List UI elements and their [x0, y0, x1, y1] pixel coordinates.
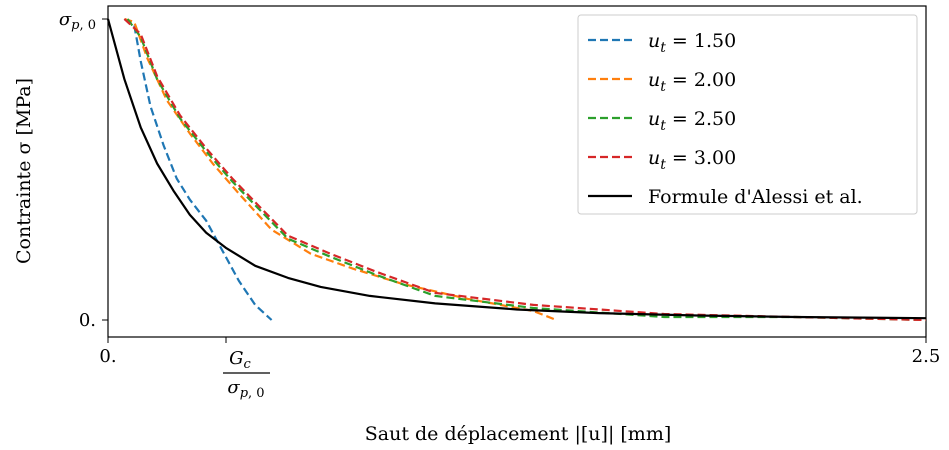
x-tick-label-0: 0.: [99, 346, 116, 367]
gc-denominator: σp, 0: [227, 377, 264, 401]
x-axis-ticks: [107, 337, 927, 343]
y-axis-ticks: [102, 18, 108, 321]
plot-area-frame: [107, 5, 927, 338]
legend-label-3: ut = 3.00: [648, 147, 736, 173]
legend: ut = 1.50 ut = 2.00 ut = 2.50 ut = 3.00 Form…: [577, 14, 918, 215]
y-tick-label-0: 0.: [79, 310, 96, 331]
x-tick-label-max: 2.5: [912, 346, 941, 367]
series-line-4: [106, 18, 927, 320]
gc-numerator: Gc: [229, 348, 251, 372]
legend-label-2: ut = 2.50: [648, 108, 736, 134]
series-line-0: [123, 18, 273, 321]
legend-label-4: Formule d'Alessi et al.: [648, 186, 863, 208]
x-tick-label-gc: Gc σp, 0: [223, 348, 270, 401]
y-tick-label-max: σp, 0: [59, 9, 96, 33]
series-line-1: [124, 17, 557, 322]
series-layer: [106, 17, 927, 322]
legend-label-0: ut = 1.50: [648, 30, 736, 56]
y-axis-label: Contrainte σ [MPa]: [13, 78, 35, 264]
legend-box: [577, 14, 918, 215]
legend-label-1: ut = 2.00: [648, 69, 736, 95]
x-axis-label: Saut de déplacement |[u]| [mm]: [365, 423, 672, 445]
svg-text:σp, 0: σp, 0: [59, 9, 96, 33]
series-line-3: [123, 18, 927, 322]
